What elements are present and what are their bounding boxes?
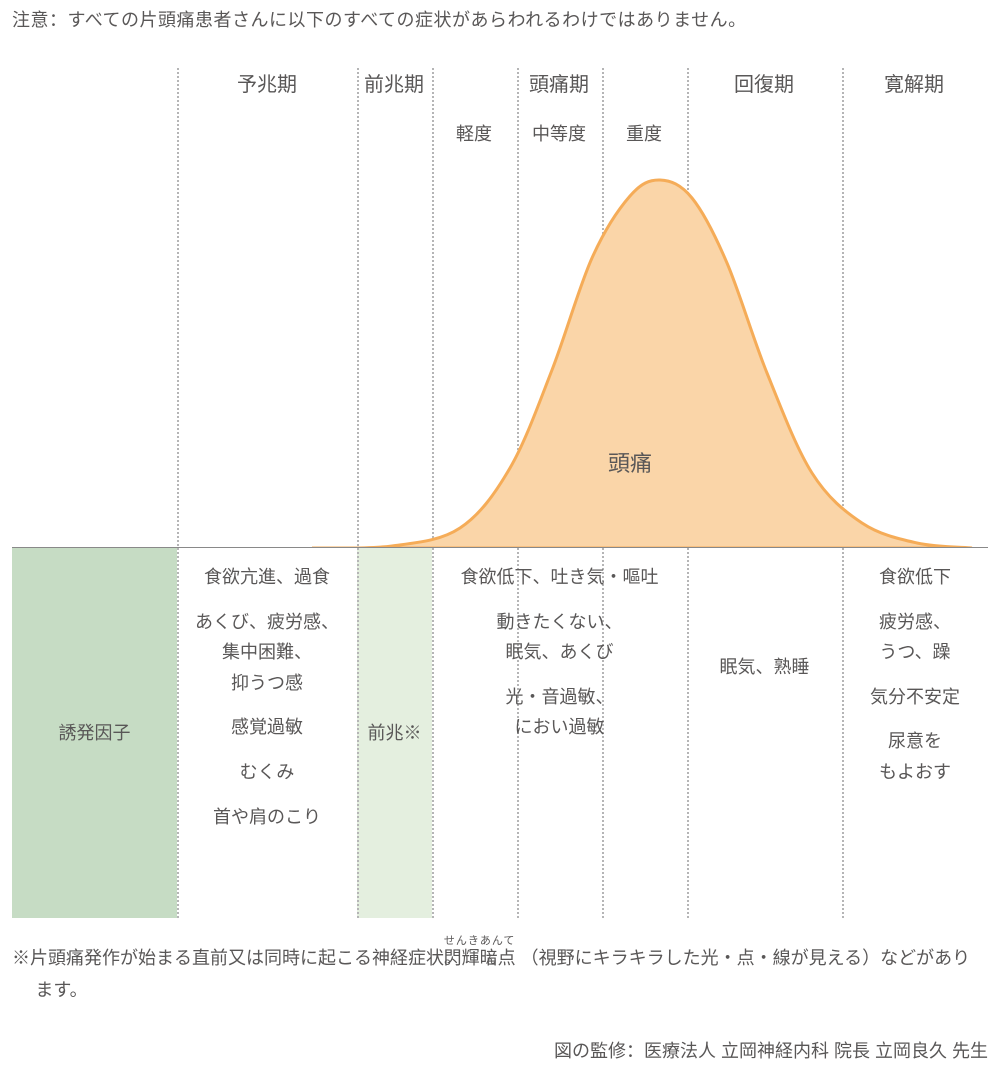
phase-label: 回復期	[734, 68, 794, 97]
symptom-item: 前兆※	[368, 718, 422, 749]
footnote-ruby-reading: せんきあんてん	[467, 932, 516, 972]
phase-label: 寛解期	[884, 68, 944, 97]
symptom-item: 首や肩のこり	[177, 802, 357, 833]
symptom-column: 前兆※	[357, 562, 432, 918]
symptom-item: 食欲亢進、過食	[177, 562, 357, 593]
symptom-column: 食欲亢進、過食あくび、疲労感、集中困難、抑うつ感感覚過敏むくみ首や肩のこり	[177, 562, 357, 918]
symptom-column: 誘発因子	[12, 562, 177, 918]
phase-label: 前兆期	[364, 68, 424, 97]
symptom-item: 感覚過敏	[177, 712, 357, 743]
symptom-item: 疲労感、うつ、躁	[842, 607, 988, 668]
footnote: ※片頭痛発作が始まる直前又は同時に起こる神経症状。 せんきあんてん 閃輝暗点 （…	[12, 942, 988, 1007]
symptom-item: 尿意をもよおす	[842, 726, 988, 787]
credit-line: 図の監修：医療法人 立岡神経内科 院長 立岡良久 先生	[12, 1037, 988, 1063]
symptom-column: 眠気、熟睡	[687, 562, 842, 918]
footnote-pre: ※片頭痛発作が始まる直前又は同時に起こる神経症状。	[12, 948, 462, 968]
symptom-column: 食欲低下、吐き気・嘔吐動きたくない、眠気、あくび光・音過敏、におい過敏	[432, 562, 687, 918]
caution-note: 注意：すべての片頭痛患者さんに以下のすべての症状があらわれるわけではありません。	[12, 6, 988, 32]
symptom-item: 誘発因子	[59, 718, 131, 749]
curve-label: 頭痛	[608, 446, 652, 478]
symptom-column: 食欲低下疲労感、うつ、躁気分不安定尿意をもよおす	[842, 562, 988, 918]
severity-label: 軽度	[456, 120, 492, 146]
headache-curve	[12, 158, 988, 548]
symptom-item: 食欲低下、吐き気・嘔吐	[432, 562, 687, 593]
phase-label: 予兆期	[237, 68, 297, 97]
symptom-item: 気分不安定	[842, 682, 988, 713]
phase-label: 頭痛期	[529, 68, 589, 97]
symptom-item: 動きたくない、眠気、あくび	[432, 607, 687, 668]
severity-label: 中等度	[532, 120, 586, 146]
symptom-item: 眠気、熟睡	[687, 652, 842, 683]
symptom-item: 食欲低下	[842, 562, 988, 593]
severity-label: 重度	[626, 120, 662, 146]
baseline-axis	[12, 547, 988, 548]
symptom-item: むくみ	[177, 757, 357, 788]
chart-bottom: 誘発因子 食欲亢進、過食あくび、疲労感、集中困難、抑うつ感感覚過敏むくみ首や肩のこ…	[12, 548, 988, 918]
symptom-item: 光・音過敏、におい過敏	[432, 682, 687, 743]
migraine-phase-chart: 予兆期 前兆期 頭痛期 回復期 寛解期軽度 中等度 重度頭痛 誘発因子 食欲亢進、過食あくび、…	[12, 68, 988, 918]
footnote-ruby: せんきあんてん 閃輝暗点	[467, 942, 516, 974]
symptom-item: あくび、疲労感、集中困難、抑うつ感	[177, 607, 357, 699]
